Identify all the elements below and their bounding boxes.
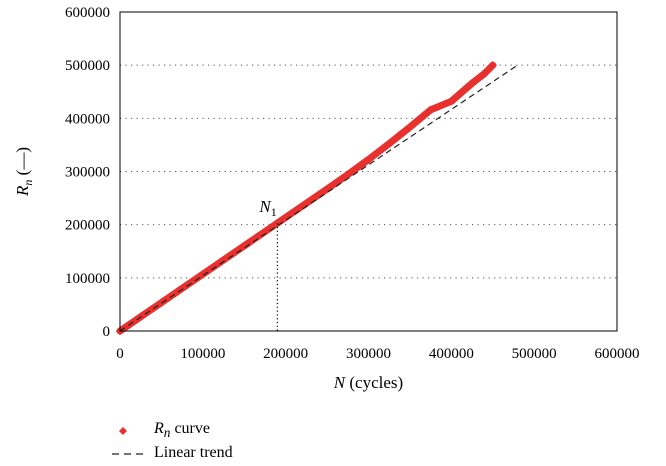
y-tick-label: 0	[103, 324, 111, 340]
x-axis-title: N (cycles)	[333, 373, 403, 392]
rn-curve-point	[426, 105, 435, 115]
rn-curve-point	[260, 227, 270, 236]
rn-curve-point	[488, 60, 497, 70]
x-tick-label: 100000	[180, 346, 225, 362]
x-tick-label: 400000	[429, 346, 474, 362]
x-axis-unit: (cycles)	[345, 373, 403, 392]
y-axis-unit: (—)	[13, 147, 32, 180]
legend-label-linear-trend: Linear trend	[154, 444, 233, 461]
rn-curve-point	[343, 170, 352, 179]
x-tick-label: 600000	[595, 346, 640, 362]
rn-curve-point	[480, 69, 489, 78]
legend-dashed-line-marker	[100, 445, 154, 461]
rn-curve-point	[467, 79, 477, 88]
y-axis-subscript: n	[21, 180, 35, 186]
y-axis-title: Rn (—)	[13, 147, 35, 197]
plot-area-frame	[119, 11, 618, 332]
rn-curve-point	[447, 97, 456, 106]
legend-symbol: R	[154, 420, 164, 438]
grid-lines	[120, 64, 617, 279]
rn-curve-point	[240, 241, 249, 251]
y-tick-label: 600000	[65, 5, 110, 21]
rn-curve-band	[116, 61, 497, 335]
rn-curve-point	[385, 139, 394, 148]
annotations: N1	[258, 197, 278, 331]
rn-curve-point	[219, 255, 228, 265]
legend-item-rn-curve: Rn curve	[108, 420, 233, 442]
x-tick-label: 0	[116, 346, 124, 362]
legend-suffix: curve	[170, 420, 210, 438]
rn-curve-point	[198, 270, 208, 279]
y-tick-label: 200000	[65, 218, 110, 234]
y-tick-label: 400000	[65, 111, 110, 127]
x-tick-label: 300000	[346, 346, 391, 362]
plot-series	[115, 60, 518, 336]
rn-curve-point	[302, 199, 311, 208]
x-tick-label: 200000	[263, 346, 308, 362]
y-axis-symbol: R	[13, 185, 32, 197]
x-tick-label: 500000	[512, 346, 557, 362]
n1-symbol: N	[258, 197, 272, 216]
legend-diamond-marker	[108, 423, 154, 439]
y-tick-label: 500000	[65, 58, 110, 74]
legend-subscript: n	[163, 425, 171, 441]
n1-annotation-label: N1	[258, 197, 276, 219]
n1-subscript: 1	[271, 205, 277, 219]
legend: Rn curve Linear trend	[100, 420, 233, 464]
legend-label-rn-curve: Rn curve	[154, 420, 210, 441]
axis-ticks: 0 100000 200000 300000 400000 500000 600000 0 10…	[65, 5, 640, 362]
y-tick-label: 300000	[65, 165, 110, 181]
chart: 0 100000 200000 300000 400000 500000 600000 0 10…	[13, 5, 640, 392]
rn-curve-point	[405, 122, 415, 132]
y-tick-label: 100000	[65, 271, 110, 287]
rn-curve-point	[364, 155, 373, 164]
legend-item-linear-trend: Linear trend	[100, 442, 233, 464]
x-axis-symbol: N	[333, 373, 347, 392]
